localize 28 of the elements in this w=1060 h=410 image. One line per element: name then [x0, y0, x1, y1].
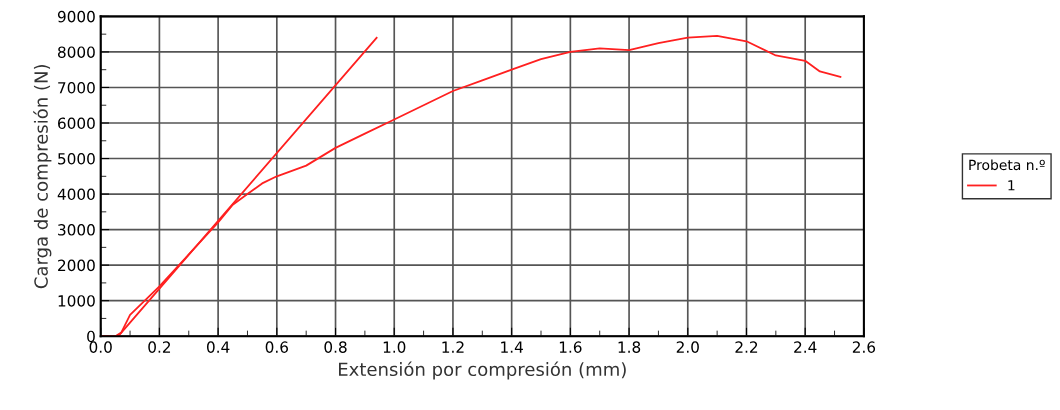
x-axis-title: Extensión por compresión (mm) [339, 361, 626, 380]
y-tick-label: 4000 [57, 188, 95, 201]
y-tick-label: 6000 [58, 117, 95, 130]
y-tick-label: 9000 [57, 10, 95, 23]
x-tick-label: 2.2 [735, 341, 758, 353]
x-tick-label: 0.4 [206, 341, 230, 353]
legend-title: Probeta n.º [969, 159, 1045, 171]
x-tick-label: 0.6 [265, 341, 289, 353]
y-tick-label: 5000 [58, 153, 95, 165]
x-tick-label: 2.0 [676, 341, 699, 353]
y-tick-label: 2000 [58, 259, 95, 272]
x-tick-label: 0.8 [324, 341, 347, 353]
x-tick-label: 0.2 [148, 341, 171, 353]
y-tick-label: 1000 [58, 295, 95, 307]
y-tick-label: 0 [87, 330, 95, 343]
x-tick-label: 1.2 [442, 341, 464, 353]
x-tick-label: 1.0 [383, 341, 406, 353]
legend-label: 1 [1008, 180, 1015, 191]
y-axis-title: Carga de compresión (N) [33, 64, 52, 289]
x-tick-label: 2.4 [794, 341, 817, 353]
x-tick-label: 1.6 [559, 341, 582, 353]
x-tick-label: 1.8 [618, 341, 641, 353]
y-tick-label: 3000 [58, 224, 95, 236]
x-tick-label: 1.4 [501, 341, 523, 353]
y-tick-label: 8000 [57, 46, 95, 58]
x-tick-label: 2.6 [852, 341, 876, 353]
x-tick-label: 0.0 [89, 341, 112, 353]
y-tick-label: 7000 [58, 81, 95, 94]
